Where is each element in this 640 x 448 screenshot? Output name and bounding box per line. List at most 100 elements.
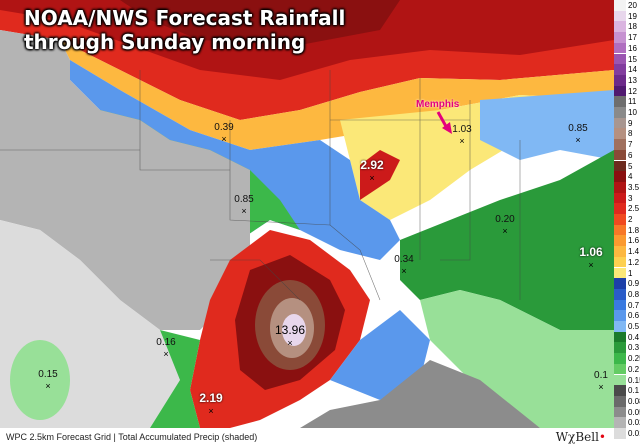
legend-swatch (614, 321, 626, 332)
point-marker-icon: × (588, 260, 594, 270)
legend-swatch (614, 299, 626, 311)
legend-swatch (614, 85, 626, 97)
legend-swatch (614, 278, 626, 289)
legend-swatch (614, 0, 626, 11)
legend-label: 2 (628, 215, 633, 224)
legend-label: 0.2 (628, 364, 640, 374)
legend-swatch (614, 395, 626, 407)
legend-label: 1.4 (628, 247, 640, 257)
legend-label: 19 (628, 11, 637, 21)
legend-label: 0.3 (628, 343, 640, 353)
legend-label: 4 (628, 172, 633, 182)
precip-legend: 20 19 18 17 16 15 14 13 12 11 10 9 8 7 6 5 4 3.5 3 2.5 2 1.8 1… (614, 0, 640, 442)
legend-label: 0.8 (628, 289, 640, 299)
rainfall-value-label: 0.85 (234, 194, 254, 205)
legend-swatch (614, 192, 626, 204)
legend-label: 6 (628, 150, 633, 160)
legend-swatch (614, 331, 626, 343)
legend-swatch (614, 288, 626, 300)
legend-label: 0.05 (628, 407, 640, 417)
legend-swatch (614, 214, 626, 225)
point-marker-icon: × (163, 349, 169, 359)
rainfall-value-label: 1.03 (452, 124, 472, 135)
legend-swatch (614, 246, 626, 257)
legend-swatch (614, 117, 626, 129)
legend-label: 0.7 (628, 300, 640, 310)
rainfall-value-label: 0.34 (394, 254, 414, 265)
legend-label: 12 (628, 86, 637, 96)
rainfall-value-label: 13.96 (274, 323, 306, 337)
legend-label: 14 (628, 65, 637, 75)
map-title-line2: through Sunday morning (24, 30, 306, 54)
legend-label: 7 (628, 140, 633, 150)
point-marker-icon: × (459, 136, 465, 146)
legend-swatch (614, 267, 626, 279)
legend-label: 1.6 (628, 236, 640, 246)
rainfall-value-label: 2.92 (360, 158, 384, 172)
legend-swatch (614, 310, 626, 321)
legend-swatch (614, 64, 626, 75)
legend-label: 0.15 (628, 375, 640, 385)
legend-label: 0.5 (628, 322, 640, 331)
legend-label: 0.4 (628, 332, 640, 342)
legend-swatch (614, 21, 626, 33)
legend-swatch (614, 74, 626, 86)
rainfall-value-label: 0.39 (214, 122, 234, 133)
legend-swatch (614, 385, 626, 396)
legend-swatch (614, 96, 626, 107)
legend-swatch (614, 235, 626, 247)
footer-caption: WPC 2.5km Forecast Grid | Total Accumula… (6, 432, 258, 442)
legend-label: 8 (628, 129, 633, 139)
legend-swatch (614, 107, 626, 118)
legend-label: 18 (628, 22, 637, 32)
legend-swatch (614, 374, 626, 386)
legend-label: 0.02 (628, 418, 640, 428)
legend-label: 11 (628, 97, 637, 107)
legend-label: 20 (628, 1, 637, 10)
legend-label: 10 (628, 108, 637, 117)
legend-label: 3.5 (628, 182, 640, 192)
legend-label: 1 (628, 268, 633, 278)
point-marker-icon: × (241, 206, 247, 216)
legend-swatch (614, 149, 626, 161)
legend-label: 0.01 (628, 429, 640, 438)
rainfall-shading (0, 0, 614, 428)
legend-swatch (614, 53, 626, 65)
rainfall-value-label: 1.06 (579, 245, 603, 259)
point-marker-icon: × (575, 135, 581, 145)
legend-label: 0.08 (628, 396, 640, 406)
legend-swatch (614, 342, 626, 354)
legend-label: 3 (628, 193, 633, 203)
legend-label: 1.8 (628, 225, 640, 235)
rainfall-value-label: 2.19 (199, 391, 223, 405)
legend-swatch (614, 406, 626, 418)
point-marker-icon: × (208, 406, 214, 416)
footer-bar: WPC 2.5km Forecast Grid | Total Accumula… (0, 428, 614, 448)
legend-label: 9 (628, 118, 633, 128)
legend-label: 16 (628, 43, 637, 53)
legend-label: 0.25 (628, 354, 640, 364)
legend-swatch (614, 353, 626, 364)
legend-swatch (614, 160, 626, 172)
legend-swatch (614, 171, 626, 182)
memphis-arrow-icon (436, 111, 452, 134)
logo-dot: • (598, 430, 606, 444)
legend-swatch (614, 139, 626, 150)
rainfall-value-label: 0.85 (568, 123, 588, 134)
legend-label: 5 (628, 161, 633, 171)
rainfall-value-label: 0.20 (495, 214, 515, 225)
legend-label: 1.2 (628, 257, 640, 267)
rainfall-value-label: 0.1 (594, 370, 608, 381)
point-marker-icon: × (287, 338, 293, 348)
point-marker-icon: × (401, 266, 407, 276)
point-marker-icon: × (221, 134, 227, 144)
point-marker-icon: × (598, 382, 604, 392)
map-title-line1: NOAA/NWS Forecast Rainfall (24, 6, 346, 30)
logo-text: WχBell (555, 430, 599, 444)
legend-swatch (614, 10, 626, 22)
city-label-memphis: Memphis (416, 99, 460, 110)
legend-swatch (614, 181, 626, 193)
legend-label: 2.5 (628, 204, 640, 214)
legend-swatch (614, 363, 626, 375)
legend-label: 0.1 (628, 386, 640, 396)
